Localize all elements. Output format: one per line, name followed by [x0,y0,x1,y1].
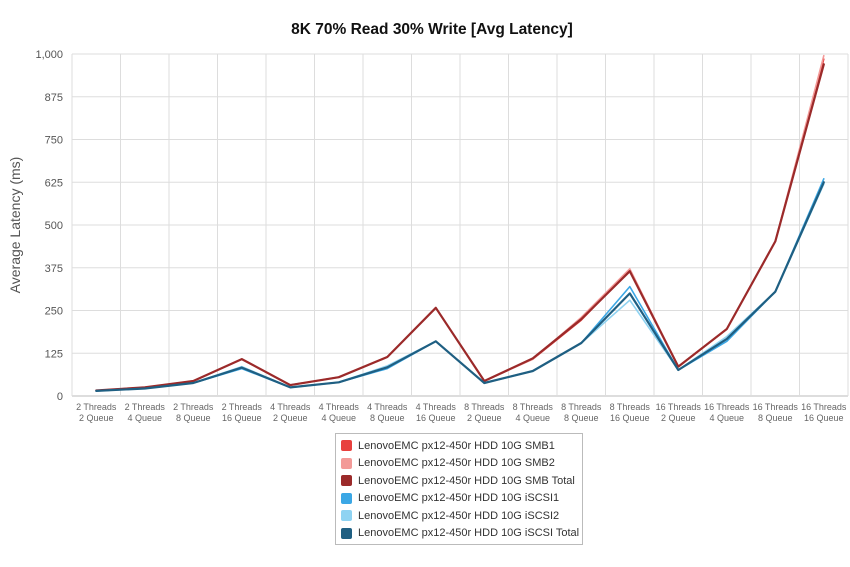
x-tick-label: 16 Threads 4 Queue [704,402,750,423]
legend-swatch [341,440,352,452]
legend-swatch [341,492,352,504]
chart-title: 8K 70% Read 30% Write [Avg Latency] [291,21,573,38]
legend-label: LenovoEMC px12-450r HDD 10G SMB Total [358,474,575,487]
legend-swatch [341,527,352,539]
legend-label: LenovoEMC px12-450r HDD 10G SMB2 [358,457,555,470]
y-axis-label: Average Latency (ms) [7,157,23,294]
x-tick-label: 4 Threads 16 Queue [416,402,457,423]
y-tick-label: 250 [45,306,63,318]
y-tick-label: 375 [45,263,63,275]
y-tick-label: 625 [45,177,63,189]
y-tick-label: 875 [45,92,63,104]
x-tick-label: 8 Threads 4 Queue [513,402,554,423]
x-tick-label: 4 Threads 8 Queue [367,402,408,423]
legend-label: LenovoEMC px12-450r HDD 10G iSCSI1 [358,492,560,505]
x-tick-label: 16 Threads 2 Queue [656,402,702,423]
series-line [95,181,825,392]
legend-label: LenovoEMC px12-450r HDD 10G SMB1 [358,439,555,452]
legend-swatch [341,510,352,522]
x-tick-label: 4 Threads 2 Queue [270,402,311,423]
y-axis-ticks: 0 125 250 375 500 625 750 875 1,000 [35,49,63,403]
grid [71,53,849,397]
legend-item[interactable]: LenovoEMC px12-450r HDD 10G iSCSI1 [341,490,577,508]
y-tick-label: 125 [45,348,63,360]
x-tick-label: 2 Threads 16 Queue [222,402,263,423]
x-tick-label: 8 Threads 2 Queue [464,402,505,423]
legend-item[interactable]: LenovoEMC px12-450r HDD 10G SMB2 [341,455,577,473]
x-tick-label: 2 Threads 8 Queue [173,402,214,423]
legend-label: LenovoEMC px12-450r HDD 10G iSCSI2 [358,509,560,522]
series-lines [95,54,825,392]
legend-label: LenovoEMC px12-450r HDD 10G iSCSI Total [358,527,580,540]
x-axis-ticks: 2 Threads 2 Queue 2 Threads 4 Queue 2 Thread… [76,402,847,423]
x-tick-label: 8 Threads 16 Queue [610,402,651,423]
y-tick-label: 1,000 [35,49,63,61]
x-tick-label: 2 Threads 4 Queue [125,402,166,423]
y-tick-label: 500 [45,220,63,232]
legend-item[interactable]: LenovoEMC px12-450r HDD 10G iSCSI2 [341,507,577,525]
legend-item[interactable]: LenovoEMC px12-450r HDD 10G SMB Total [341,472,577,490]
legend-swatch [341,475,352,487]
x-tick-label: 4 Threads 4 Queue [319,402,360,423]
x-tick-label: 16 Threads 16 Queue [801,402,847,423]
series-line [95,63,825,392]
legend-swatch [341,457,352,469]
y-tick-label: 750 [45,135,63,147]
x-tick-label: 16 Threads 8 Queue [753,402,799,423]
x-tick-label: 2 Threads 2 Queue [76,402,117,423]
y-tick-label: 0 [57,391,63,403]
legend-item[interactable]: LenovoEMC px12-450r HDD 10G iSCSI Total [341,525,580,543]
legend-item[interactable]: LenovoEMC px12-450r HDD 10G SMB1 [341,437,577,455]
chart-legend: LenovoEMC px12-450r HDD 10G SMB1 LenovoEM… [335,433,583,545]
x-tick-label: 8 Threads 8 Queue [561,402,602,423]
